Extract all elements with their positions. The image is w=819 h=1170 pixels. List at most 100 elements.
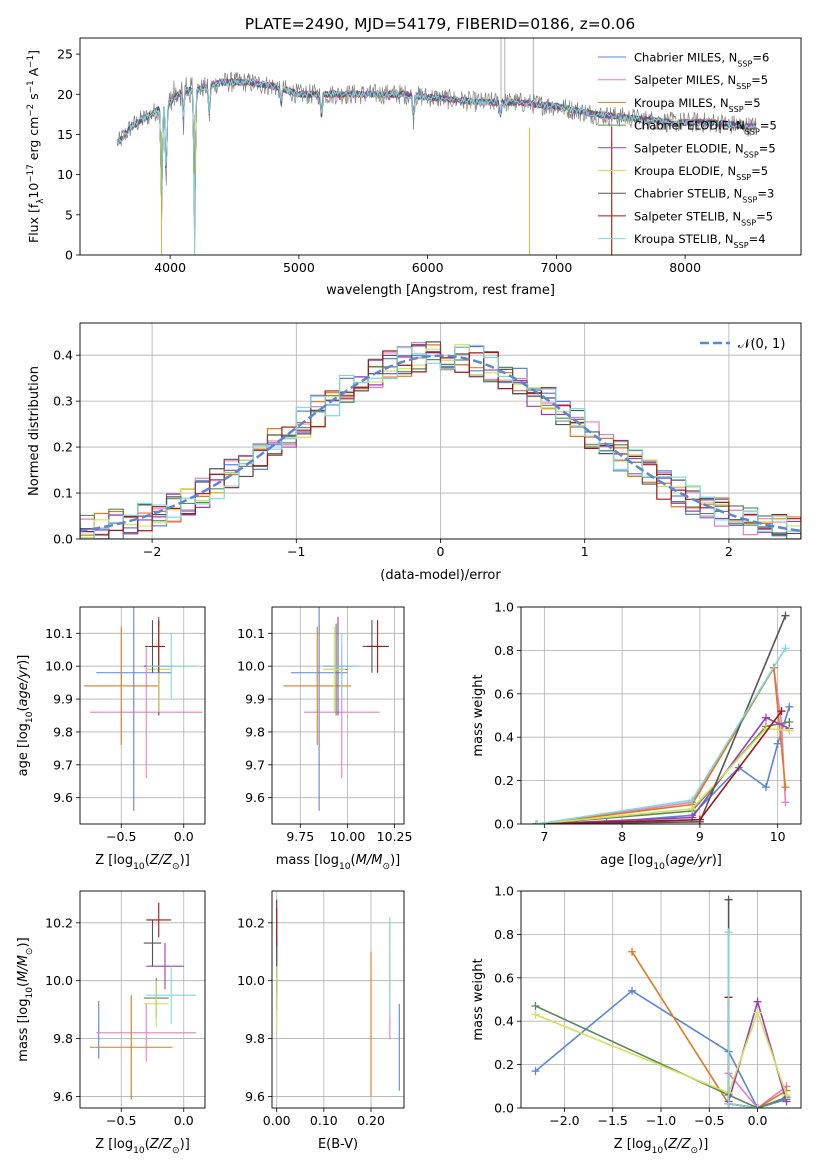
weight_vs_age-axes: 7 8 9 10 0.0 0.2 0.4 0.6 0.8 1.0 [494,600,801,844]
weight-marker [785,726,794,735]
y-tick-label: 0.1 [53,486,73,501]
x-tick-label: 0 [437,544,445,559]
y-tick-label: 9.6 [53,790,73,805]
axes-frame [79,890,206,1109]
y-tick-label: 9.9 [245,692,265,707]
y-tick-label: 0.4 [494,730,514,745]
y-tick-label: 9.8 [245,724,265,739]
y-tick-label: 9.7 [245,757,265,772]
x-tick-label: −0.5 [694,1113,724,1128]
x-tick-label: −0.5 [106,1113,136,1128]
weight_vs_Z-lines [531,895,791,1108]
weight-line-1 [727,1072,787,1108]
y-tick-label: 9.7 [53,757,73,772]
mass_vs_Z-axes: −0.5 0.0 9.6 9.8 10.0 10.2 [45,891,205,1128]
y-tick-label: 9.6 [53,1089,73,1104]
weight-marker [724,895,733,904]
x-tick-label: 8000 [669,260,701,275]
weight-marker [762,713,770,722]
weight-marker [782,1090,791,1099]
x-tick-label: 0.00 [263,1113,291,1128]
weight-marker [724,1099,733,1108]
mass_vs_Z-points [90,902,197,1100]
y-tick-label: 1.0 [494,884,514,899]
weight-marker [753,1104,762,1108]
y-tick-label: 0.2 [494,773,514,788]
y-tick-label: 9.8 [245,1031,265,1046]
y-tick-label: 0.3 [53,394,73,409]
model-spectrum-8 [116,77,757,229]
y-tick-label: 9.6 [245,1089,265,1104]
x-axis-label: Z [log10(Z/Z⊙)] [95,1137,190,1156]
y-tick-label: 0.4 [494,1014,514,1029]
axes-frame [79,606,206,825]
y-tick-label: 9.8 [53,724,73,739]
x-tick-label: 10.00 [330,829,366,844]
y-tick-label: 0.0 [53,532,73,547]
y-tick-label: 9.9 [53,692,73,707]
x-axis-label: mass [log10(M/M⊙)] [276,853,400,872]
axes-frame [79,37,802,256]
x-tick-label: 8 [618,829,626,844]
y-tick-label: 25 [57,47,73,62]
x-axis-label: Z [log10(Z/Z⊙)] [95,853,190,872]
weight-line-2 [536,665,787,824]
y-tick-label: 0.0 [494,817,514,832]
y-axis-label: mass weight [471,674,486,756]
y-axis-label: age [log10(age/yr)] [16,655,35,777]
x-tick-label: 0.20 [357,1113,385,1128]
x-tick-label: 7000 [540,260,572,275]
x-tick-label: 0.0 [174,829,194,844]
weight-marker [781,798,790,807]
x-tick-label: −1.0 [646,1113,676,1128]
legend-label: Chabrier ELODIE, NSSP=5 [634,119,777,137]
y-tick-label: 10.0 [237,659,265,674]
y-axis-label: Flux [fλ10−17 erg cm−2 s−1 A−1] [26,50,46,243]
y-tick-label: 5 [65,207,73,222]
axes-frame [271,890,405,1109]
legend-label: Kroupa ELODIE, NSSP=5 [634,164,768,182]
weight_vs_age-lines [532,611,794,824]
weight-line-5 [535,1010,788,1096]
weight-marker [724,928,733,937]
x-tick-label: 0.0 [748,1113,768,1128]
weight-marker [781,644,790,653]
weight-marker [773,739,782,748]
x-tick-label: −1 [287,544,305,559]
weight-marker [777,707,786,716]
x-tick-label: 9 [696,829,704,844]
legend-label: Chabrier MILES, NSSP=6 [634,51,769,69]
x-tick-label: −2 [143,544,161,559]
figure-title: PLATE=2490, MJD=54179, FIBERID=0186, z=0… [245,15,635,33]
weight-marker [532,820,541,824]
spectrum-axes: 4000 5000 6000 7000 8000 0 5 10 15 20 25 [57,47,701,275]
x-tick-label: 10 [770,829,786,844]
y-tick-label: 9.6 [245,790,265,805]
axes-frame [79,322,802,540]
y-tick-label: 10.0 [237,973,265,988]
y-tick-label: 0 [65,248,73,263]
y-axis-label: mass [log10(M/M⊙)] [16,937,35,1061]
x-axis-label: E(B-V) [318,1137,358,1152]
y-tick-label: 0.4 [53,348,73,363]
x-tick-label: 0.10 [310,1113,338,1128]
spectrum-legend: Chabrier MILES, NSSP=6 Salpeter MILES, NS… [598,51,777,250]
y-tick-label: 9.8 [53,1031,73,1046]
x-tick-label: 0.0 [174,1113,194,1128]
y-tick-label: 20 [57,87,73,102]
gaussian-legend-label: 𝒩(0, 1) [738,337,785,352]
weight-marker [762,783,770,792]
y-axis-label: mass weight [471,958,486,1040]
y-tick-label: 10.2 [237,915,265,930]
gaussian-curve [80,354,801,533]
weight-marker [628,986,637,995]
y-tick-label: 0.0 [494,1101,514,1116]
weight-marker [688,796,697,805]
legend-label: Salpeter STELIB, NSSP=5 [634,209,773,227]
x-tick-label: 5000 [283,260,315,275]
residual-histograms [80,341,801,539]
weight-marker [531,1010,540,1019]
x-tick-label: 9.75 [286,829,314,844]
y-tick-label: 10 [57,167,73,182]
y-tick-label: 0.8 [494,643,514,658]
